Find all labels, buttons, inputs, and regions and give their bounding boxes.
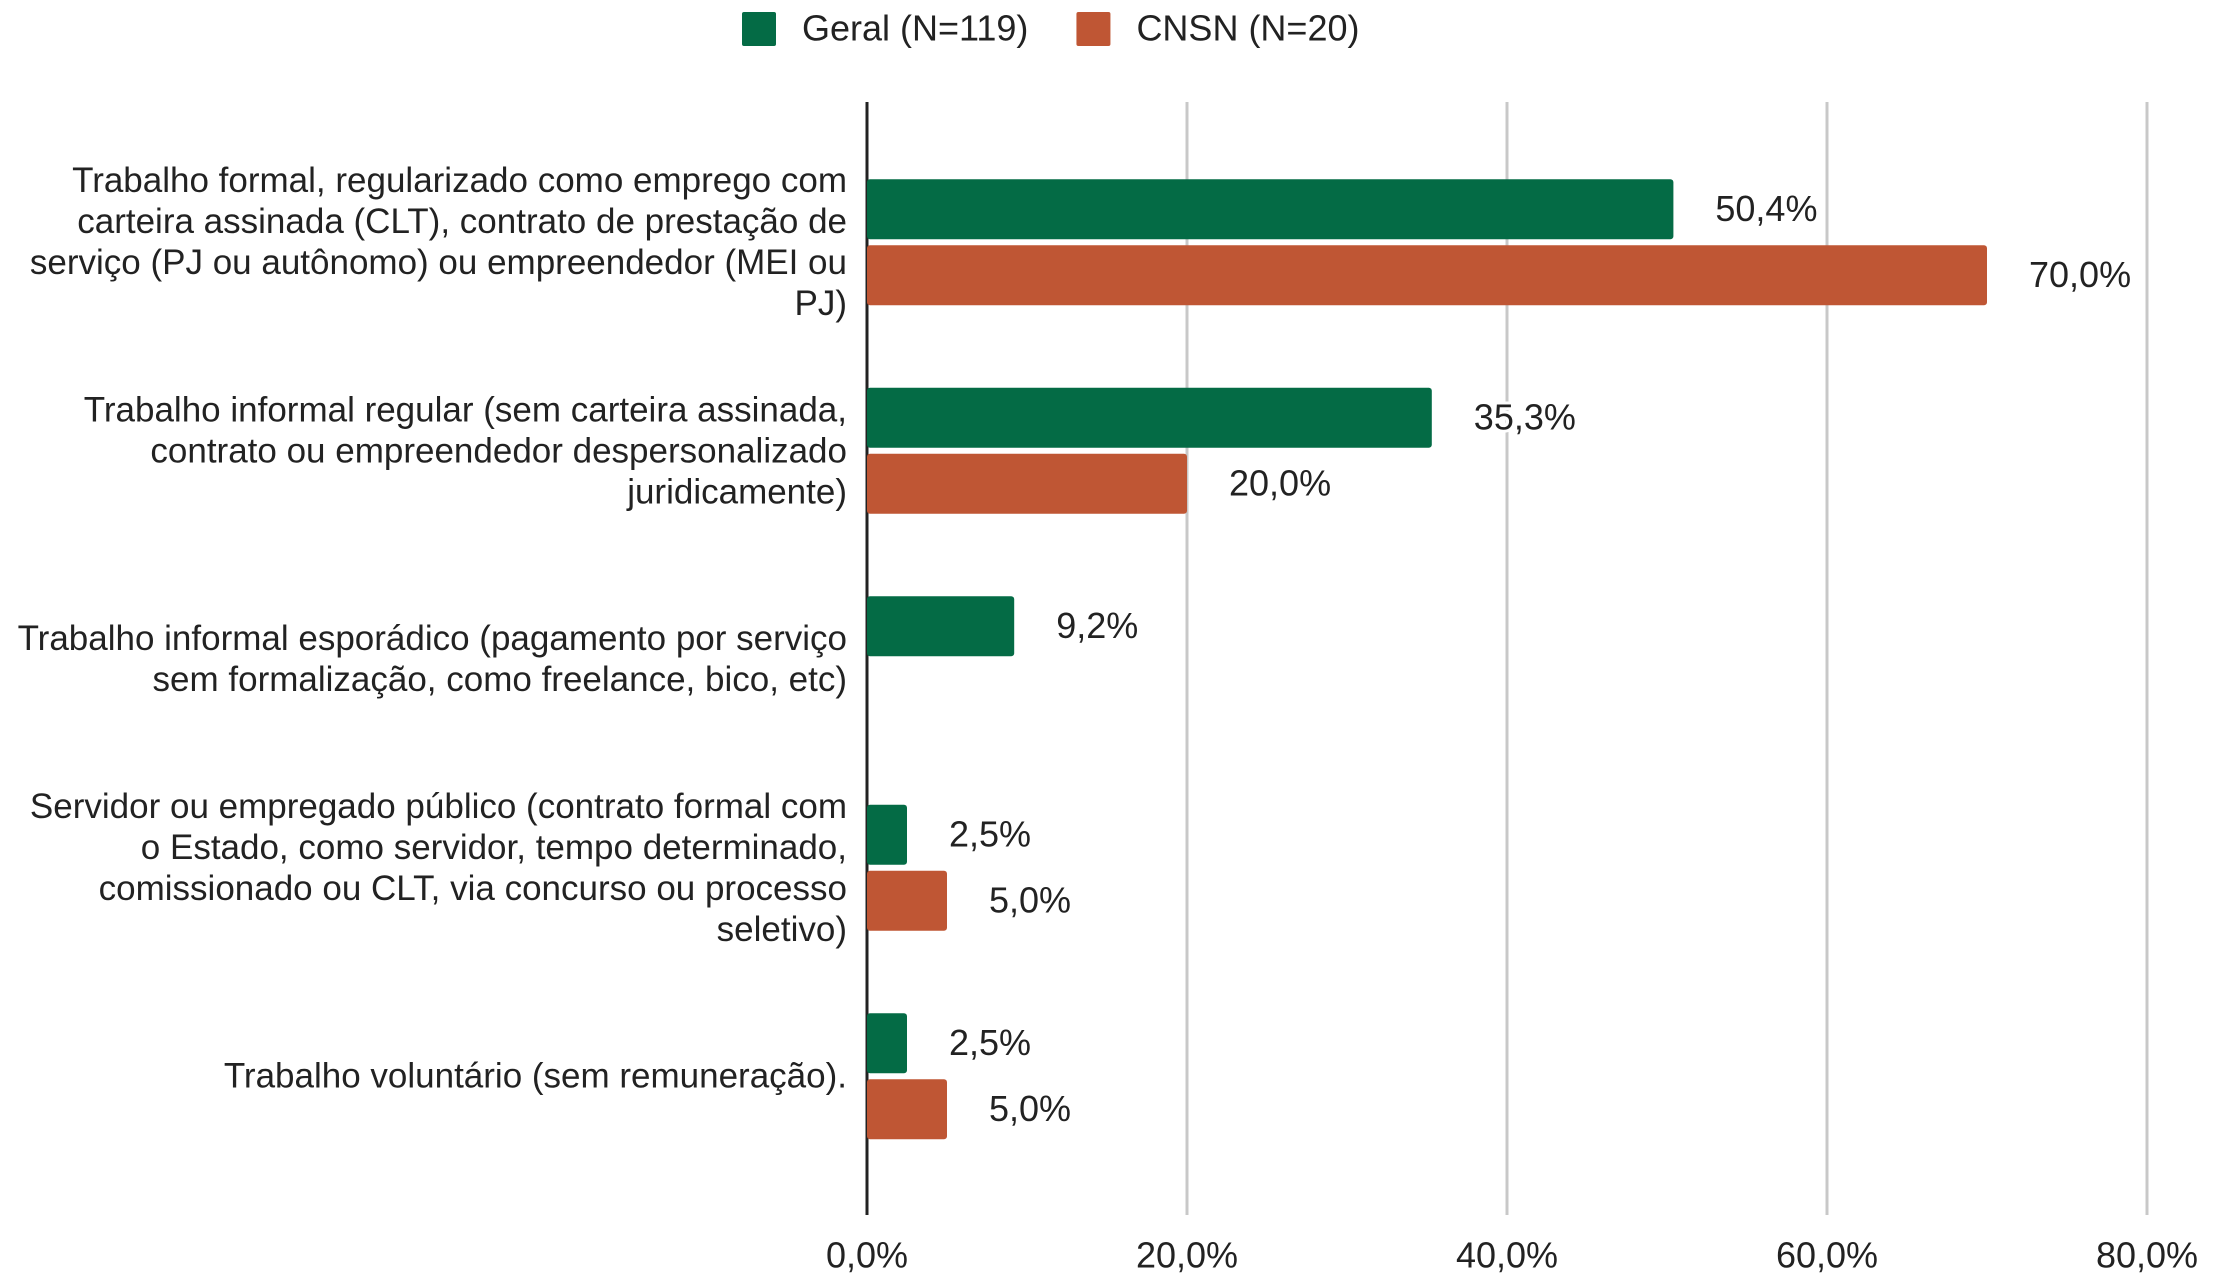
value-label: 2,5%: [949, 813, 1031, 854]
bar: [867, 453, 1187, 514]
x-tick-label: 80,0%: [2096, 1235, 2198, 1276]
value-label: 5,0%: [989, 879, 1071, 920]
value-label: 2,5%: [949, 1022, 1031, 1063]
category-label: Trabalho informal regular (sem carteira …: [83, 390, 847, 512]
bar: [867, 1079, 947, 1140]
x-tick-label: 60,0%: [1776, 1235, 1878, 1276]
category-label: Trabalho formal, regularizado como empre…: [29, 161, 847, 324]
value-label: 50,4%: [1715, 188, 1817, 229]
category-label: Trabalho informal esporádico (pagamento …: [17, 619, 847, 700]
bar: [867, 1013, 907, 1074]
legend-label: Geral (N=119): [802, 8, 1028, 49]
bar: [867, 179, 1674, 240]
x-tick-label: 20,0%: [1136, 1235, 1238, 1276]
bar: [867, 870, 947, 931]
legend-swatch: [1076, 12, 1111, 46]
bar: [867, 804, 907, 865]
category-label: Servidor ou empregado público (contrato …: [29, 786, 847, 949]
bar: [867, 245, 1987, 306]
value-label: 20,0%: [1229, 462, 1331, 503]
x-tick-label: 40,0%: [1456, 1235, 1558, 1276]
legend-label: CNSN (N=20): [1136, 8, 1359, 49]
bar: [867, 387, 1432, 448]
value-label: 70,0%: [2029, 254, 2131, 295]
bar: [867, 596, 1015, 657]
category-label: Trabalho voluntário (sem remuneração).: [223, 1056, 847, 1096]
legend-swatch: [742, 12, 776, 46]
x-tick-label: 0,0%: [826, 1235, 908, 1276]
value-label: 9,2%: [1056, 605, 1138, 646]
value-label: 5,0%: [989, 1088, 1071, 1129]
value-label: 35,3%: [1474, 396, 1576, 437]
